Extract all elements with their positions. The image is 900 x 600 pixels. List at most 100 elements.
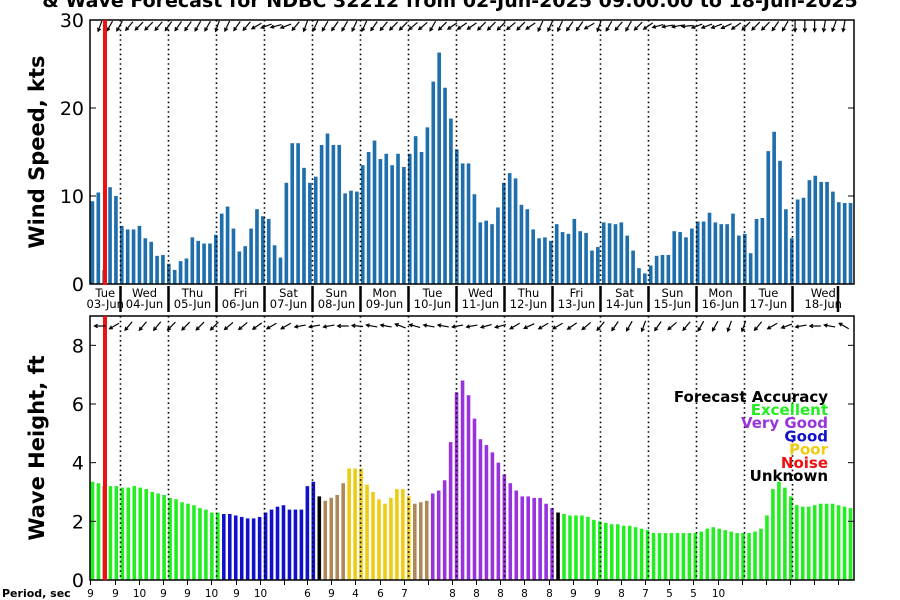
wave-direction-arrow — [93, 323, 106, 329]
wind-arrow-head — [351, 27, 356, 33]
wind-bar — [460, 163, 465, 284]
wind-bar — [190, 237, 195, 284]
wind-bar — [225, 206, 230, 284]
wave-bar — [317, 496, 322, 580]
wave-direction-arrow — [566, 322, 578, 330]
wave-bar — [586, 516, 590, 580]
wind-bar — [531, 229, 536, 284]
wind-arrow-head — [720, 25, 726, 30]
wave-arrow-head — [726, 327, 731, 333]
wave-bar — [550, 508, 554, 580]
wind-direction-arrow — [741, 21, 751, 31]
wind-direction-arrow — [242, 21, 251, 32]
wave-bar — [413, 503, 417, 580]
wave-direction-arrow — [307, 324, 321, 329]
wind-direction-arrow — [525, 22, 536, 30]
wind-bar — [619, 222, 624, 284]
wave-arrow-shaft — [124, 321, 133, 331]
wind-arrow-shaft — [781, 20, 789, 32]
wave-bar — [765, 515, 769, 580]
wave-bar — [377, 499, 381, 580]
wave-direction-arrow — [667, 322, 677, 331]
day-name: Wed — [132, 286, 157, 300]
wave-bar — [275, 506, 280, 580]
wind-arrow-shaft — [280, 23, 292, 29]
wave-bar — [496, 462, 501, 580]
wind-bar — [690, 228, 694, 284]
wind-direction-arrow — [398, 21, 408, 31]
wind-bar — [719, 224, 724, 284]
wind-direction-arrow — [505, 22, 516, 31]
wave-bar — [347, 468, 351, 580]
wind-bar — [813, 175, 818, 284]
wave-direction-arrow — [523, 323, 535, 330]
wind-arrow-head — [547, 27, 552, 33]
wave-bar — [257, 516, 262, 580]
wind-arrow-shaft — [625, 20, 632, 32]
wind-arrow-head — [741, 26, 746, 31]
wind-direction-arrow — [812, 20, 817, 33]
wind-arrow-head — [429, 27, 434, 32]
wind-arrow-head — [214, 27, 219, 33]
wind-arrow-shaft — [831, 20, 837, 32]
wind-arrow-head — [242, 26, 247, 32]
wind-direction-arrow — [477, 21, 487, 31]
wave-bar — [615, 524, 620, 580]
wave-direction-arrow — [365, 323, 378, 328]
wind-arrow-head — [164, 26, 169, 32]
wave-arrow-head — [753, 326, 759, 332]
wind-arrow-head — [174, 26, 179, 32]
wave-direction-arrow — [293, 324, 306, 329]
day-name: Fri — [570, 286, 584, 300]
wave-direction-arrow — [711, 320, 719, 332]
wind-arrow-head — [565, 26, 571, 32]
wind-direction-arrow — [124, 21, 134, 32]
wind-arrow-head — [812, 28, 817, 33]
wave-bar — [621, 525, 626, 580]
wind-direction-arrow — [291, 21, 300, 32]
wind-arrow-shaft — [822, 20, 826, 32]
wind-arrow-head — [710, 24, 716, 29]
wave-bar — [299, 509, 304, 580]
wave-plot-frame — [89, 315, 855, 581]
day-date: 12-Jun — [510, 297, 547, 311]
wave-arrow-shaft — [395, 323, 406, 329]
wind-arrow-head — [661, 24, 666, 29]
wind-arrow-head — [233, 26, 238, 32]
wave-bar — [711, 527, 716, 580]
period-value: 9 — [87, 588, 94, 600]
wind-arrow-shaft — [106, 20, 114, 32]
wave-direction-arrow — [780, 323, 793, 329]
wind-arrow-head — [408, 26, 413, 31]
wave-direction-arrow — [322, 324, 335, 329]
wind-arrow-head — [771, 26, 776, 32]
wave-bar — [353, 468, 357, 580]
wave-bar — [287, 509, 292, 580]
wave-bar — [359, 468, 363, 580]
period-value: 8 — [449, 588, 456, 600]
wave-bar — [281, 505, 286, 580]
wave-direction-arrow — [640, 320, 647, 333]
wave-bar — [783, 487, 787, 580]
wave-bar — [227, 514, 232, 580]
wave-direction-arrow — [808, 323, 821, 329]
wave-arrow-head — [465, 324, 471, 329]
wave-arrow-head — [265, 325, 271, 330]
wind-bar — [90, 201, 95, 284]
wind-arrow-shaft — [174, 21, 182, 31]
wind-bar — [807, 180, 812, 284]
wind-arrow-head — [605, 27, 610, 32]
wind-direction-arrow — [388, 21, 398, 31]
wind-bar — [543, 237, 547, 284]
wave-bar — [639, 528, 644, 580]
wind-bar — [454, 149, 459, 284]
period-value: 9 — [570, 588, 577, 600]
day-date: 07-Jun — [270, 297, 307, 311]
wind-arrow-shaft — [312, 20, 319, 32]
wave-direction-arrow — [697, 320, 705, 332]
wave-bar — [723, 530, 727, 580]
wave-arrow-shaft — [795, 324, 807, 328]
wind-direction-arrow — [547, 20, 554, 33]
wind-arrow-head — [651, 24, 657, 29]
wind-arrow-head — [477, 26, 482, 31]
